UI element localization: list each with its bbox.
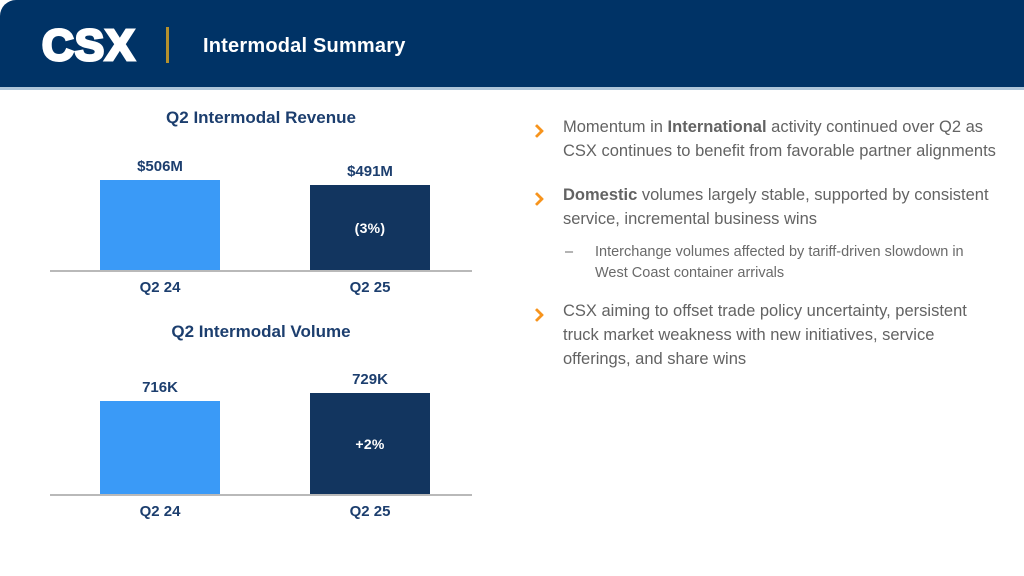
bullet-text-post: volumes largely stable, supported by con… (563, 185, 989, 228)
summary-bullets: Momentum in International activity conti… (529, 116, 1000, 391)
revenue-bar-group-q225: $491M (3%) (310, 163, 430, 270)
chevron-right-icon (529, 116, 563, 144)
chevron-right-icon (529, 300, 563, 328)
bullet-text-pre: Momentum in (563, 118, 668, 136)
revenue-bar-group-q224: $506M (100, 158, 220, 270)
bullet-text-post: activity continued over Q2 as CSX contin… (563, 118, 996, 160)
revenue-q225-value-label: $491M (347, 163, 393, 180)
header-gold-divider (166, 27, 169, 63)
volume-bar-group-q225: 729K +2% (310, 371, 430, 494)
volume-bar-group-q224: 716K (100, 379, 220, 494)
volume-q225-bar: +2% (310, 393, 430, 494)
revenue-chart-plot: $506M $491M (3%) (50, 148, 472, 272)
bullet-text-post: CSX aiming to offset trade policy uncert… (563, 301, 967, 368)
revenue-q224-bar (100, 180, 220, 270)
bullet-text-bold: International (667, 118, 767, 136)
dash-icon: – (565, 243, 574, 260)
volume-chart-title: Q2 Intermodal Volume (171, 322, 351, 341)
bullet-text: Momentum in International activity conti… (563, 116, 1000, 164)
csx-logo-text: CSX (42, 21, 135, 70)
bullet-international: Momentum in International activity conti… (529, 116, 1000, 164)
sub-bullet-interchange: – Interchange volumes affected by tariff… (565, 242, 1000, 284)
revenue-chart-title: Q2 Intermodal Revenue (166, 108, 356, 127)
volume-q225-value-label: 729K (352, 371, 388, 388)
bullet-text-post: Interchange volumes affected by tariff-d… (595, 243, 964, 281)
volume-q224-bar (100, 401, 220, 494)
csx-logo: CSX (42, 18, 162, 71)
csx-logo-graphic: CSX (42, 20, 136, 71)
revenue-q225-bar: (3%) (310, 185, 430, 270)
revenue-category-q224: Q2 24 (139, 279, 181, 296)
bullet-domestic: Domestic volumes largely stable, support… (529, 184, 1000, 232)
volume-q225-annotation: +2% (355, 435, 385, 452)
bullet-text-bold: Domestic (563, 185, 638, 204)
revenue-q224-value-label: $506M (137, 158, 183, 175)
volume-category-q224: Q2 24 (139, 503, 181, 520)
bullet-text: Domestic volumes largely stable, support… (563, 184, 1000, 232)
revenue-q225-annotation: (3%) (354, 219, 386, 236)
revenue-category-q225: Q2 25 (349, 279, 391, 296)
bullet-trade-policy: CSX aiming to offset trade policy uncert… (529, 300, 1000, 372)
chevron-right-icon (529, 184, 563, 212)
volume-q224-value-label: 716K (142, 379, 178, 396)
header-underline (0, 87, 1024, 90)
volume-category-q225: Q2 25 (349, 503, 391, 520)
bullet-text: Interchange volumes affected by tariff-d… (595, 242, 1000, 284)
page-title: Intermodal Summary (203, 35, 406, 57)
bullet-text: CSX aiming to offset trade policy uncert… (563, 300, 1000, 372)
volume-chart-plot: 716K 729K +2% (50, 364, 472, 496)
header-bar: CSX Intermodal Summary (0, 0, 1024, 87)
